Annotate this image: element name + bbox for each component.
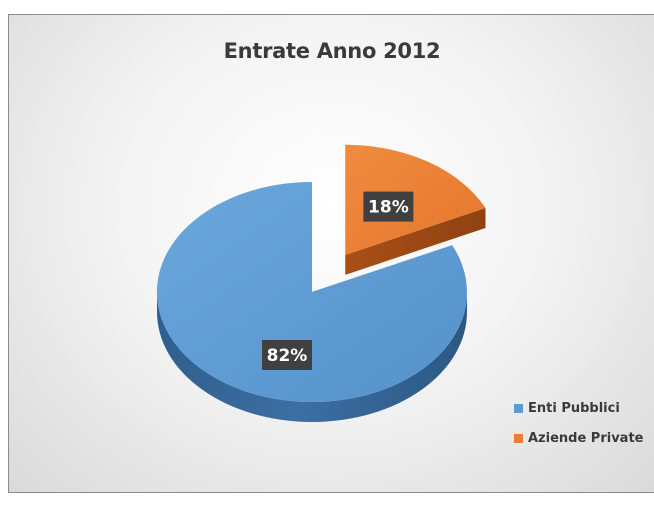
data-label-box <box>262 340 312 370</box>
pie-chart: 82% 18% <box>156 144 486 422</box>
data-label-text: 18% <box>368 198 409 218</box>
data-label-aziende-private: 18% <box>363 191 414 222</box>
legend: Enti Pubblici Aziende Private <box>514 399 643 459</box>
pie-slice-aziende-private <box>345 144 486 275</box>
data-label-enti-pubblici: 82% <box>262 340 312 370</box>
legend-label: Aziende Private <box>528 430 644 446</box>
slice-wall <box>345 208 486 275</box>
legend-label: Enti Pubblici <box>528 400 620 416</box>
data-label-text: 82% <box>267 346 308 366</box>
slice-top <box>345 144 486 255</box>
data-label-box <box>363 191 414 222</box>
legend-swatch <box>514 403 523 413</box>
legend-item-enti-pubblici: Enti Pubblici <box>514 399 643 417</box>
slice-top <box>156 181 467 402</box>
chart-title: Entrate Anno 2012 <box>223 39 441 63</box>
slice-side <box>157 292 467 422</box>
legend-swatch <box>514 433 523 443</box>
legend-item-aziende-private: Aziende Private <box>514 429 643 447</box>
pie-slice-enti-pubblici <box>156 181 467 422</box>
chart-area: Entrate Anno 2012 82% 18% <box>8 14 654 493</box>
